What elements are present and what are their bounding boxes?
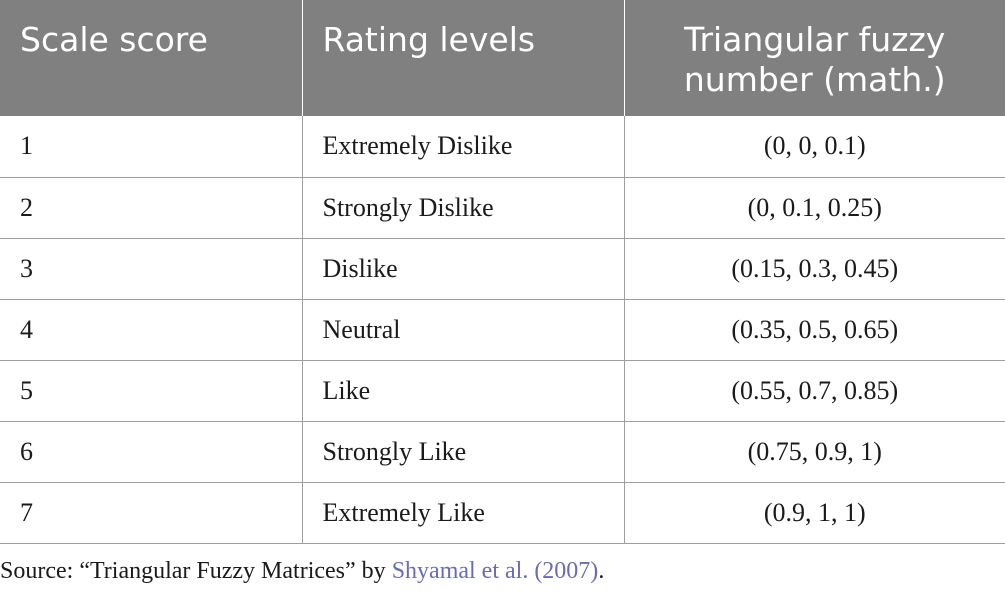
table-row: 1 Extremely Dislike (0, 0, 0.1) — [0, 116, 1005, 177]
citation-link[interactable]: Shyamal et al. (2007) — [391, 558, 599, 584]
cell-score: 1 — [20, 131, 33, 161]
header-triangular-fuzzy-number: Triangular fuzzy number (math.) — [623, 0, 1005, 116]
cell-fuzzy-number: (0, 0.1, 0.25) — [623, 177, 1005, 238]
cell-rating: Extremely Dislike — [301, 116, 624, 177]
cell-fuzzy-number: (0.75, 0.9, 1) — [623, 421, 1005, 482]
table-row: 7 Extremely Like (0.9, 1, 1) — [0, 482, 1005, 543]
source-note: Source: “Triangular Fuzzy Matrices” by S… — [0, 558, 604, 585]
cell-fuzzy-number: (0.9, 1, 1) — [623, 482, 1005, 543]
cell-score: 3 — [20, 253, 33, 283]
cell-rating: Neutral — [301, 299, 624, 360]
table-row: 5 Like (0.55, 0.7, 0.85) — [0, 360, 1005, 421]
cell-fuzzy-number: (0.55, 0.7, 0.85) — [623, 360, 1005, 421]
cell-rating: Dislike — [301, 238, 624, 299]
source-prefix: Source: “Triangular Fuzzy Matrices” by — [0, 558, 392, 584]
cell-fuzzy-number: (0, 0, 0.1) — [623, 116, 1005, 177]
table-body: 1 Extremely Dislike (0, 0, 0.1) 2 Strong… — [0, 116, 1005, 543]
header-scale-score: Scale score — [20, 20, 208, 59]
header-row: Scale score Rating levels Triangular fuz… — [0, 0, 1005, 116]
cell-score: 7 — [20, 497, 33, 527]
cell-score: 5 — [20, 375, 33, 405]
table-container: Scale score Rating levels Triangular fuz… — [0, 0, 1005, 543]
source-suffix: . — [598, 558, 605, 584]
cell-rating: Like — [301, 360, 624, 421]
table-row: 3 Dislike (0.15, 0.3, 0.45) — [0, 238, 1005, 299]
header-rating-levels: Rating levels — [301, 0, 624, 116]
cell-score: 4 — [20, 314, 33, 344]
cell-rating: Strongly Dislike — [301, 177, 624, 238]
table-row: 4 Neutral (0.35, 0.5, 0.65) — [0, 299, 1005, 360]
cell-score: 6 — [20, 436, 33, 466]
table-header: Scale score Rating levels Triangular fuz… — [0, 0, 1005, 116]
table-row: 6 Strongly Like (0.75, 0.9, 1) — [0, 421, 1005, 482]
fuzzy-scale-table: Scale score Rating levels Triangular fuz… — [0, 0, 1005, 543]
cell-rating: Extremely Like — [301, 482, 624, 543]
cell-fuzzy-number: (0.15, 0.3, 0.45) — [623, 238, 1005, 299]
cell-fuzzy-number: (0.35, 0.5, 0.65) — [623, 299, 1005, 360]
table-row: 2 Strongly Dislike (0, 0.1, 0.25) — [0, 177, 1005, 238]
cell-score: 2 — [20, 192, 33, 222]
cell-rating: Strongly Like — [301, 421, 624, 482]
